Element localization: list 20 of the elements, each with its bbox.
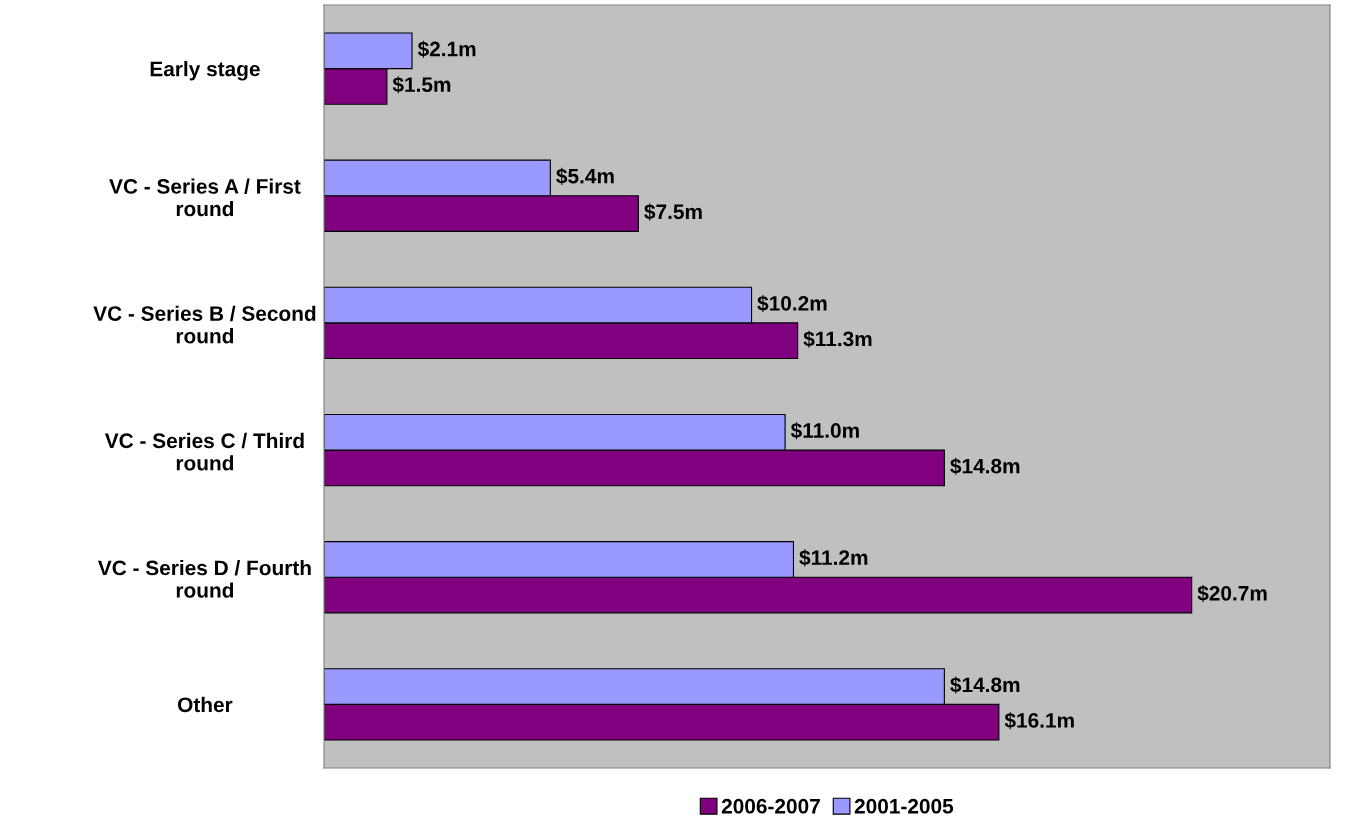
y-tick-label: VC - Series B / Second round: [93, 305, 316, 344]
data-label: $2.1m: [417, 40, 476, 58]
y-tick-label: Early stage: [150, 61, 260, 81]
y-tick-label: VC - Series D / Fourth round: [97, 559, 311, 598]
data-label: $11.2m: [799, 549, 868, 567]
legend-label: 2006-2007: [721, 798, 820, 814]
data-label: $7.5m: [644, 203, 702, 221]
y-tick-label: Other: [177, 696, 233, 713]
data-label: $16.1m: [1004, 712, 1074, 730]
data-label: $10.2m: [757, 295, 827, 313]
legend-label: 2001-2005: [854, 798, 954, 814]
y-tick-label: VC - Series C / Third round: [104, 432, 304, 471]
data-label: $5.4m: [556, 167, 614, 185]
y-tick-label: VC - Series A / First round: [109, 178, 301, 217]
data-label: $14.8m: [950, 676, 1020, 694]
data-label: $20.7m: [1197, 584, 1267, 602]
data-label: $14.8m: [950, 457, 1020, 475]
data-label: $1.5m: [392, 76, 451, 94]
data-label: $11.0m: [790, 422, 859, 440]
data-label: $11.3m: [803, 330, 872, 348]
